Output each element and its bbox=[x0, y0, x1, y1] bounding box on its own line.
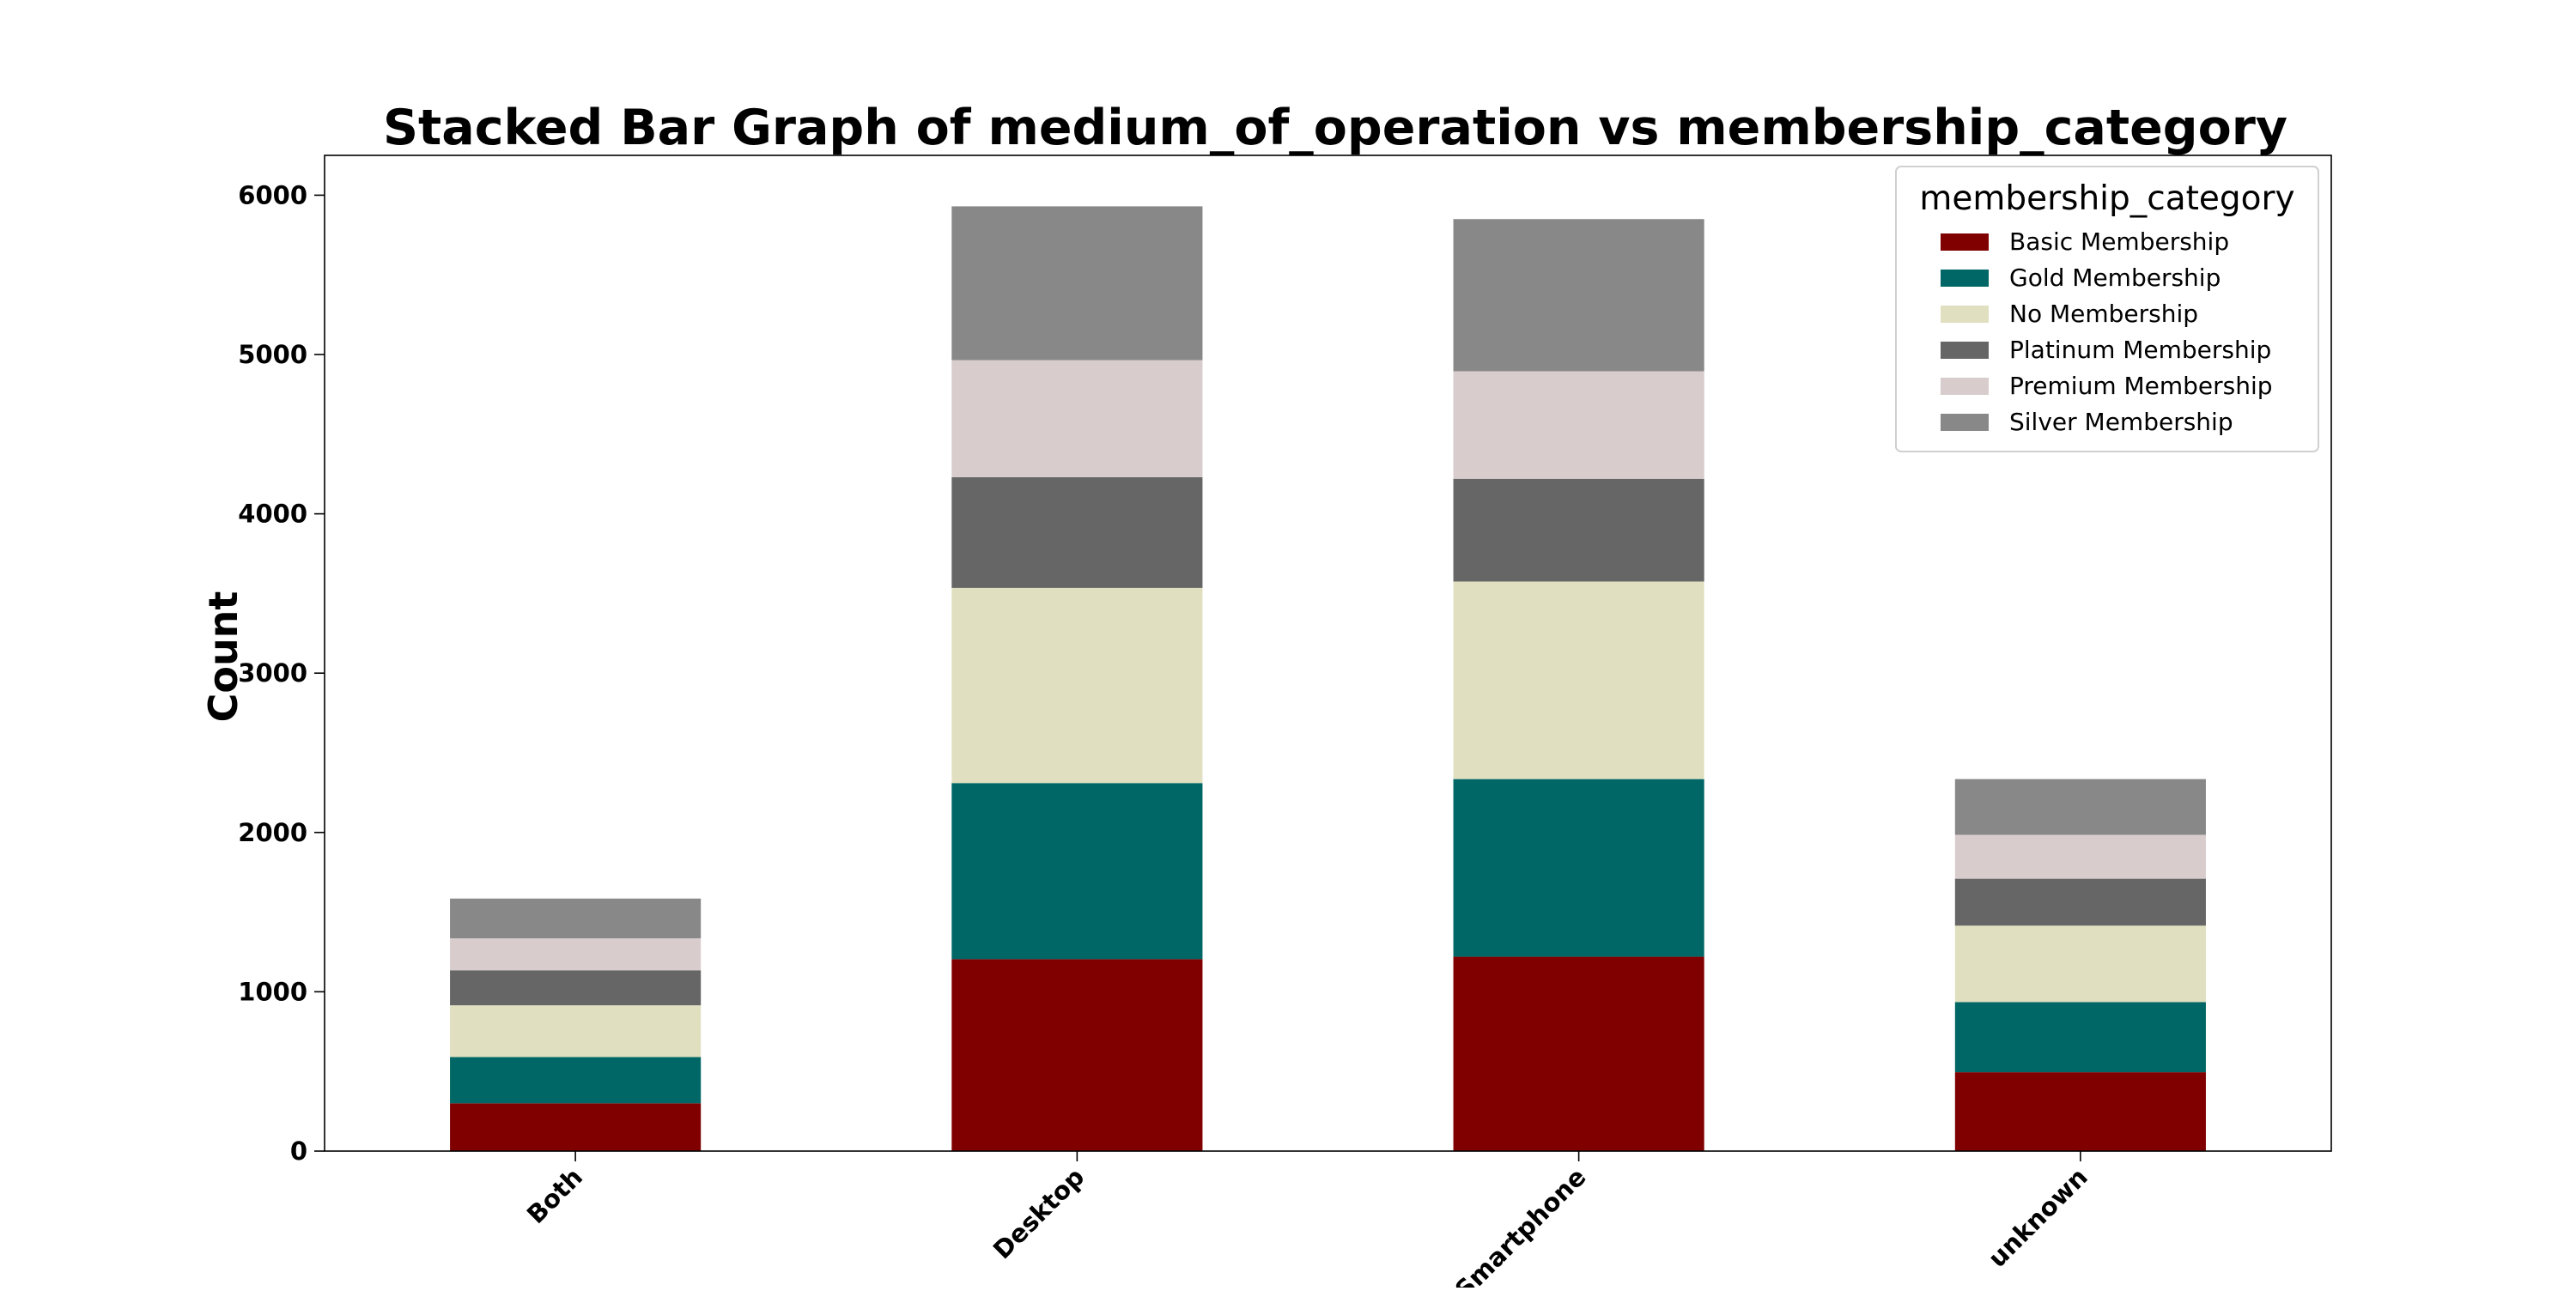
bar-segment bbox=[450, 938, 702, 971]
bar-segment bbox=[1453, 478, 1704, 582]
legend-entry: Silver Membership bbox=[2009, 408, 2233, 436]
y-axis-label: Count bbox=[200, 591, 246, 723]
plot-frame bbox=[324, 155, 2332, 1152]
x-tick-label: Smartphone bbox=[1449, 1162, 1592, 1288]
bar-segment bbox=[1954, 834, 2206, 879]
bar-segment bbox=[951, 783, 1203, 960]
y-tick-label: 2000 bbox=[238, 818, 307, 847]
bar-segment bbox=[1954, 779, 2206, 835]
bar-segment bbox=[951, 206, 1203, 361]
bar-segment bbox=[1954, 925, 2206, 1003]
bar-segment bbox=[951, 587, 1203, 784]
bar-segment bbox=[1453, 371, 1704, 479]
bar-segment bbox=[1954, 1072, 2206, 1151]
plot-area: 0 1000 2000 3000 4000 5000 6000 Both Desktop Smar… bbox=[238, 155, 2332, 1291]
bar-segment bbox=[1453, 581, 1704, 779]
y-tick-label: 6000 bbox=[238, 180, 307, 209]
legend-swatch bbox=[1941, 378, 1989, 395]
y-tick-label: 5000 bbox=[238, 340, 307, 369]
y-tick-label: 4000 bbox=[238, 500, 307, 529]
legend-entry: Gold Membership bbox=[2009, 264, 2221, 292]
legend-box bbox=[1895, 166, 2319, 452]
x-tick-label: unknown bbox=[1983, 1162, 2093, 1273]
legend-entry: Platinum Membership bbox=[2009, 336, 2271, 364]
legend-title: membership_category bbox=[1919, 179, 2294, 218]
bar-segment bbox=[1954, 878, 2206, 926]
bar-segment bbox=[951, 476, 1203, 588]
chart-title: Stacked Bar Graph of medium_of_operation… bbox=[383, 100, 2287, 156]
bar-segment bbox=[450, 1057, 702, 1104]
legend: membership_category Basic Membership Gold … bbox=[1895, 166, 2319, 452]
y-tick-label: 0 bbox=[290, 1136, 307, 1166]
legend-swatch bbox=[1941, 414, 1989, 431]
x-tick-label: Desktop bbox=[987, 1162, 1090, 1264]
bar-segment bbox=[450, 1103, 702, 1151]
legend-entry: Basic Membership bbox=[2009, 227, 2229, 256]
bar-segment bbox=[1453, 219, 1704, 372]
legend-swatch bbox=[1941, 306, 1989, 323]
legend-swatch bbox=[1941, 233, 1989, 251]
bar-segment bbox=[1453, 779, 1704, 957]
bar-segment bbox=[1954, 1002, 2206, 1073]
bar-segment bbox=[951, 959, 1203, 1151]
bar-segment bbox=[951, 360, 1203, 477]
x-tick-label: Both bbox=[521, 1162, 588, 1229]
legend-swatch bbox=[1941, 342, 1989, 359]
y-tick-label: 1000 bbox=[238, 977, 307, 1006]
bar-segment bbox=[450, 1005, 702, 1058]
legend-swatch bbox=[1941, 270, 1989, 287]
bar-segment bbox=[450, 970, 702, 1006]
legend-entry: No Membership bbox=[2009, 300, 2198, 328]
y-tick-label: 3000 bbox=[238, 658, 307, 688]
bar-segment bbox=[1453, 956, 1704, 1151]
bar-segment bbox=[450, 898, 702, 939]
legend-entry: Premium Membership bbox=[2009, 372, 2273, 400]
